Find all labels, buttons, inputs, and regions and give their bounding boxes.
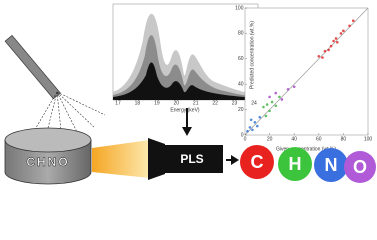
graphical-abstract: CHNO PLS Energy (keV) Predicted concentr… [4,3,376,185]
x-tick-label: 20 [267,136,273,142]
y-tick-label: 80 [238,31,244,37]
point [253,121,257,124]
point [278,95,281,99]
identity-line [244,7,369,136]
spectrum-x-tick-label: 22 [212,100,218,106]
arrow [182,108,239,165]
element-label: N [325,155,338,175]
point [280,98,284,101]
x-tick-label: 60 [316,136,322,142]
point [342,29,345,33]
point [251,128,254,132]
point [265,103,269,106]
spectrum-x-tick-label: 19 [154,100,160,106]
point [262,105,265,109]
point [339,32,343,35]
y-tick-label: 0 [241,132,244,138]
spectrum-x-tick-label: 17 [115,100,121,106]
point [323,49,327,53]
beam [92,140,150,178]
spectrum-x-tick-label: 21 [193,100,199,106]
point [270,100,274,104]
spectrum-plot [112,3,259,101]
y-tick-label: 20 [238,107,244,113]
y-tick-label: 60 [238,56,244,62]
y-tick-label: 100 [235,5,244,11]
y-tick-label: 40 [238,82,244,88]
spectrum-x-tick-label: 23 [232,100,238,106]
scatter-x-label: Given concentration (wt.%) [276,146,336,152]
point [327,48,330,52]
point [249,118,253,122]
point [329,44,333,48]
spectrum-x-label: Energy (keV) [170,107,200,113]
x-tick-label: 100 [364,136,373,142]
point [286,87,290,91]
scatter-y-label: Predicted concentration (wt.%) [249,21,255,89]
point [248,126,252,129]
element-label: C [251,152,264,172]
x-tick-label: 0 [244,136,247,142]
point [321,56,324,59]
point [348,24,351,28]
point [332,39,335,43]
pls-flashlight [148,138,223,180]
x-tick-label: 40 [291,136,297,142]
spectrum-x-tick-label: 18 [135,100,141,106]
point [268,109,271,113]
point [334,37,338,40]
sample-label: CHNO [26,155,69,169]
point [335,40,339,44]
point [264,114,268,118]
point [268,95,271,99]
point [351,19,355,23]
spectrum-x-tick-label: 24 [251,100,257,106]
point [317,54,321,58]
probe [4,34,106,141]
element-circles [240,145,376,183]
point [255,124,259,128]
point [274,91,278,95]
point [292,85,296,89]
spectrum-x-tick-label: 20 [174,100,180,106]
point [258,115,262,119]
element-label: O [353,157,367,177]
sample-cylinder [4,127,92,185]
element-label: H [289,154,302,174]
x-tick-label: 80 [341,136,347,142]
point [246,129,249,133]
model-label: PLS [180,152,203,166]
point [274,104,278,108]
